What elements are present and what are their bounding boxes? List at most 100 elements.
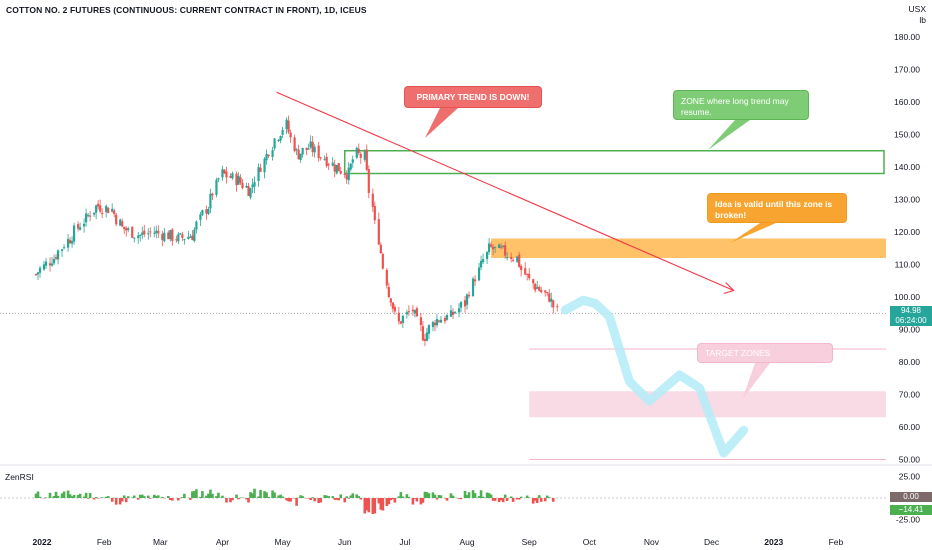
time-axis-label: Sep [522, 537, 537, 547]
price-candle [526, 273, 529, 281]
rsi-bar [465, 495, 469, 498]
price-candle [299, 153, 302, 163]
candle-body [393, 306, 396, 312]
rsi-bar [122, 495, 126, 498]
price-candle [205, 205, 208, 220]
price-tick-label: 70.00 [899, 390, 921, 400]
price-candle [465, 293, 469, 310]
price-candle [143, 224, 146, 238]
rsi-bar [449, 493, 453, 498]
rsi-bar [445, 498, 449, 501]
price-candle [411, 305, 415, 316]
rsi-bar [545, 495, 549, 498]
price-candle [489, 241, 493, 248]
price-tick-label: 100.00 [894, 292, 920, 302]
price-candle [457, 303, 461, 318]
candle-body [87, 215, 90, 217]
candle-body [267, 154, 270, 157]
candle-body [181, 234, 184, 238]
price-candle [60, 248, 64, 257]
price-candle [72, 222, 76, 245]
rsi-bar [501, 498, 505, 503]
price-candle [133, 237, 136, 243]
rsi-bar [309, 498, 312, 501]
price-candle [405, 309, 408, 319]
candle-body [295, 149, 298, 151]
primary-trend-line [276, 91, 734, 292]
price-candle [281, 126, 284, 139]
price-candle [241, 179, 244, 190]
candle-body [241, 182, 244, 189]
price-candle [235, 171, 238, 192]
candle-body [237, 175, 240, 185]
candle-body [225, 171, 228, 178]
rsi-bar [287, 498, 290, 502]
candle-body [95, 205, 98, 213]
resume-zone-callout[interactable]: ZONE where long trend may resume. [673, 90, 809, 120]
rsi-bar [333, 498, 337, 500]
price-candle [510, 252, 513, 263]
candle-body [524, 268, 527, 275]
rsi-bar [92, 498, 96, 500]
candle-body [387, 287, 390, 298]
rsi-bar [195, 489, 198, 498]
time-axis-label: Apr [216, 537, 229, 547]
price-candle [359, 151, 362, 164]
rsi-bar [281, 496, 284, 498]
candle-body [153, 232, 156, 234]
rsi-bar [431, 492, 435, 498]
price-candle [339, 167, 342, 175]
rsi-bar [70, 496, 74, 498]
time-axis-label: Dec [704, 537, 720, 547]
price-tick-label: 180.00 [894, 32, 920, 42]
price-candle [397, 306, 400, 325]
candle-body [337, 163, 340, 172]
candle-body [397, 312, 400, 322]
price-candle [491, 243, 495, 256]
price-candle [401, 314, 404, 329]
price-candle [532, 278, 535, 290]
rsi-bar [104, 496, 108, 498]
target-zones-callout[interactable]: TARGET ZONES [697, 343, 833, 363]
time-axis-label: 2023 [764, 537, 783, 547]
candle-body [333, 164, 336, 172]
price-candle [285, 117, 288, 135]
rsi-bar [257, 496, 260, 498]
price-candle [451, 308, 455, 320]
rsi-bar [509, 496, 513, 498]
last-price-tag: 94.98 [890, 306, 932, 316]
price-candle [498, 243, 501, 249]
candle-body [193, 229, 196, 241]
rsi-bar [211, 493, 214, 498]
price-candle [443, 315, 447, 324]
primary-trend-callout[interactable]: PRIMARY TREND IS DOWN! [404, 86, 542, 108]
rsi-bar [52, 495, 56, 498]
rsi-bar [391, 498, 395, 500]
price-candle [155, 225, 158, 239]
rsi-value-tag: −14.41 [890, 505, 932, 515]
price-candle [54, 254, 58, 261]
price-candle [477, 262, 481, 282]
price-candle [273, 138, 276, 151]
rsi-bar [183, 493, 186, 498]
valid-zone-callout[interactable]: Idea is valid until this zone is broken! [707, 193, 847, 223]
time-axis-label: Mar [153, 537, 168, 547]
candle-body [536, 287, 539, 289]
rsi-bar [405, 494, 409, 498]
candle-body [520, 265, 523, 271]
price-candle [393, 304, 396, 315]
candle-body [327, 164, 330, 166]
rsi-bar [487, 493, 491, 498]
rsi-bar [193, 491, 196, 498]
rsi-bar [485, 492, 489, 498]
price-candle [445, 313, 449, 321]
price-candle [385, 268, 388, 289]
price-candle [211, 192, 214, 201]
candle-body [179, 233, 182, 235]
rsi-bar [451, 495, 455, 498]
price-candle [546, 291, 549, 297]
candle-body [169, 230, 172, 240]
rsi-bar [539, 498, 543, 502]
